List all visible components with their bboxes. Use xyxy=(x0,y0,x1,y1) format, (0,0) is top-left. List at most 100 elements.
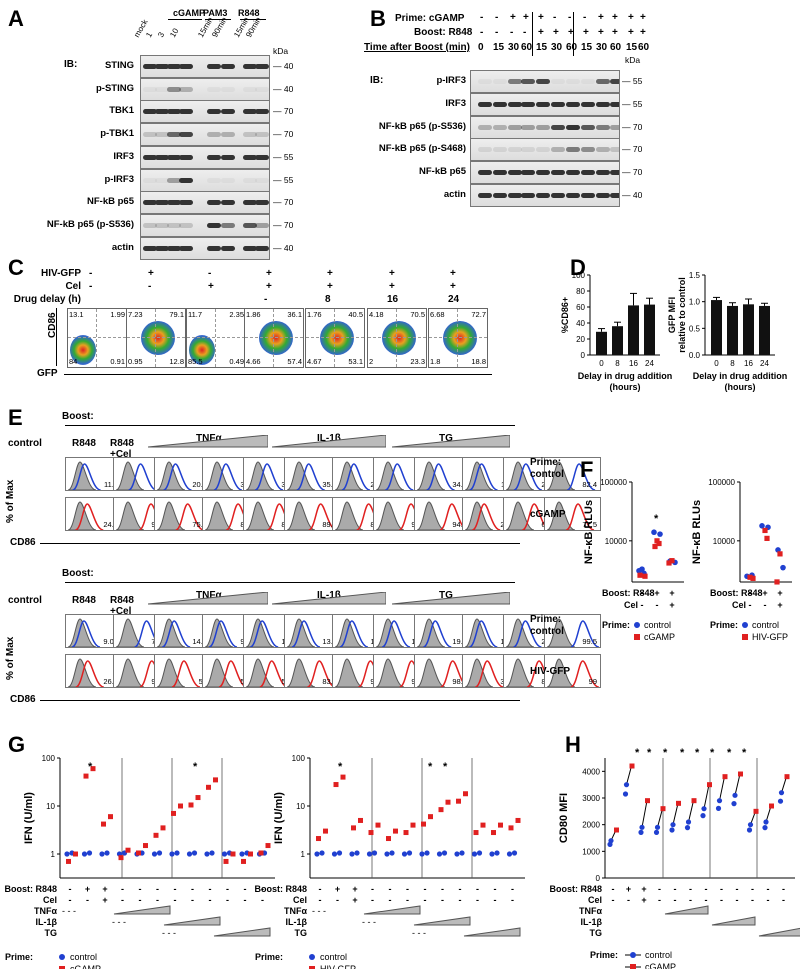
blot-band xyxy=(610,124,619,130)
sample-curve xyxy=(296,463,325,490)
blot-band xyxy=(155,200,169,206)
condition-mark: - xyxy=(424,884,427,894)
bar xyxy=(759,305,770,355)
quadrant-value: 7.23 xyxy=(128,310,143,319)
condition-mark: - - - xyxy=(62,906,76,916)
condition-mark: - xyxy=(782,895,785,905)
blot-band xyxy=(221,200,235,206)
treated-point xyxy=(473,830,479,836)
kda-marker: — 40 xyxy=(622,190,643,200)
treated-point xyxy=(645,798,650,804)
time-mark: 30 xyxy=(508,42,520,53)
control-point xyxy=(191,850,198,856)
boost-mark: + xyxy=(762,588,767,598)
divider xyxy=(573,12,574,56)
condition-mark: + xyxy=(102,895,107,905)
gate-line xyxy=(68,337,126,338)
blot-strip xyxy=(140,123,270,147)
header-bar xyxy=(65,425,515,426)
dose-wedge xyxy=(363,905,421,915)
condition-mark: - xyxy=(612,895,615,905)
histogram-curves xyxy=(156,618,191,647)
histogram-value: 24.2 xyxy=(103,520,118,529)
isotype-curve xyxy=(245,461,275,490)
quadrant-value: 85.5 xyxy=(188,357,203,366)
histogram-curves xyxy=(546,658,600,687)
hiv-mark: + xyxy=(148,268,154,279)
y-axis-label: IFN (U/ml) xyxy=(23,792,35,844)
condition-mark: - xyxy=(336,895,339,905)
treated-point xyxy=(656,540,662,547)
bar-chart-D1: 0 20 40 60 80 100 0 8 16 24 Delay in drug addition… xyxy=(560,271,672,392)
panel-h-label: H xyxy=(565,732,581,757)
control-point xyxy=(174,850,180,856)
blot-band xyxy=(221,245,235,251)
kda-marker: — 70 xyxy=(273,219,294,230)
isotype-curve xyxy=(546,658,576,687)
condition-mark: - xyxy=(191,895,194,905)
condition-mark: - xyxy=(782,884,785,894)
condition-mark: - xyxy=(86,895,89,905)
delay-mark: - xyxy=(264,294,268,305)
group-label: cGAMP xyxy=(173,8,206,18)
histogram-curves xyxy=(245,658,288,687)
control-point xyxy=(780,564,786,571)
y-tick-label: 80 xyxy=(576,287,585,296)
blot-band xyxy=(508,79,522,84)
isotype-curve xyxy=(334,501,364,530)
condition-mark: - xyxy=(226,895,229,905)
sample-curve xyxy=(513,463,543,490)
condition-mark: + xyxy=(626,884,631,894)
condition-mark: - xyxy=(406,884,409,894)
histogram-curves xyxy=(464,501,501,530)
histogram-value: 99 xyxy=(588,677,597,686)
sample-curve xyxy=(308,503,337,530)
histogram-curves xyxy=(67,461,101,490)
blot-band xyxy=(493,124,507,130)
blot-band xyxy=(521,147,535,153)
blot-band xyxy=(167,86,181,92)
treated-point xyxy=(722,774,728,780)
control-point xyxy=(336,850,343,856)
histogram-curves xyxy=(67,658,105,687)
condition-row-label: Cel xyxy=(588,895,602,905)
control-point xyxy=(607,841,613,847)
condition-row-label: Boost: R848 xyxy=(254,884,307,894)
histogram-value: 99.5 xyxy=(582,637,597,646)
control-point xyxy=(684,825,691,831)
flow-density xyxy=(259,321,293,355)
treated-point xyxy=(691,798,697,804)
legend-control-label: control xyxy=(644,620,671,630)
treated-point xyxy=(143,843,148,849)
blot-band xyxy=(255,109,269,115)
header-control: control xyxy=(8,438,42,449)
control-point xyxy=(366,851,373,857)
boost-mark: - xyxy=(641,588,644,598)
histogram-curves xyxy=(115,461,157,490)
scatter-chart: 4000 3000 2000 1000 0 CD80 MFI * * * * * * * * Boost: … xyxy=(549,747,800,969)
condition-mark: - - - xyxy=(412,928,426,938)
time-mark: 60 xyxy=(610,42,622,53)
histogram: 89.5 xyxy=(284,497,341,531)
quadrant-value: 72.7 xyxy=(471,310,486,319)
blot-band xyxy=(581,193,595,198)
kda-label: kDa xyxy=(273,46,289,56)
treated-point xyxy=(66,858,71,864)
x-tick-label: 8 xyxy=(730,359,735,368)
control-point xyxy=(151,851,158,857)
ib-label: IB: xyxy=(64,59,78,70)
gate-line xyxy=(457,309,458,367)
condition-mark: - xyxy=(705,895,708,905)
boost-mark: + xyxy=(538,27,544,38)
sample-curve xyxy=(469,463,498,490)
condition-mark: - xyxy=(371,884,374,894)
blot-band xyxy=(167,245,181,251)
prime-row-value: HIV-GFP xyxy=(530,666,571,677)
legend-control-marker xyxy=(630,952,636,958)
blot-band xyxy=(207,200,221,206)
treated-point xyxy=(428,814,433,820)
flow-density xyxy=(189,335,215,365)
dose-wedge xyxy=(148,435,268,448)
blot-band xyxy=(155,177,169,183)
treated-point xyxy=(660,806,666,812)
